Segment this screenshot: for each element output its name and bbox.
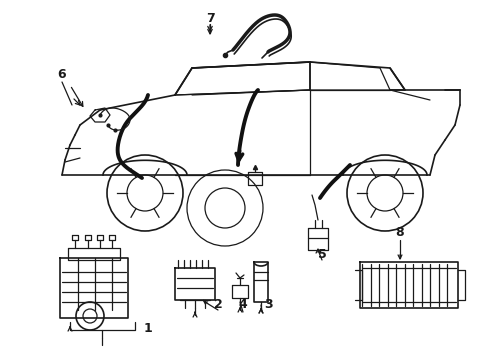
- Text: 2: 2: [214, 298, 222, 311]
- Text: 6: 6: [58, 68, 66, 81]
- Text: 3: 3: [264, 298, 272, 311]
- Text: 1: 1: [144, 321, 152, 334]
- Text: 7: 7: [206, 12, 215, 24]
- Text: 5: 5: [318, 248, 326, 261]
- Text: 4: 4: [239, 298, 247, 311]
- Text: 8: 8: [396, 226, 404, 239]
